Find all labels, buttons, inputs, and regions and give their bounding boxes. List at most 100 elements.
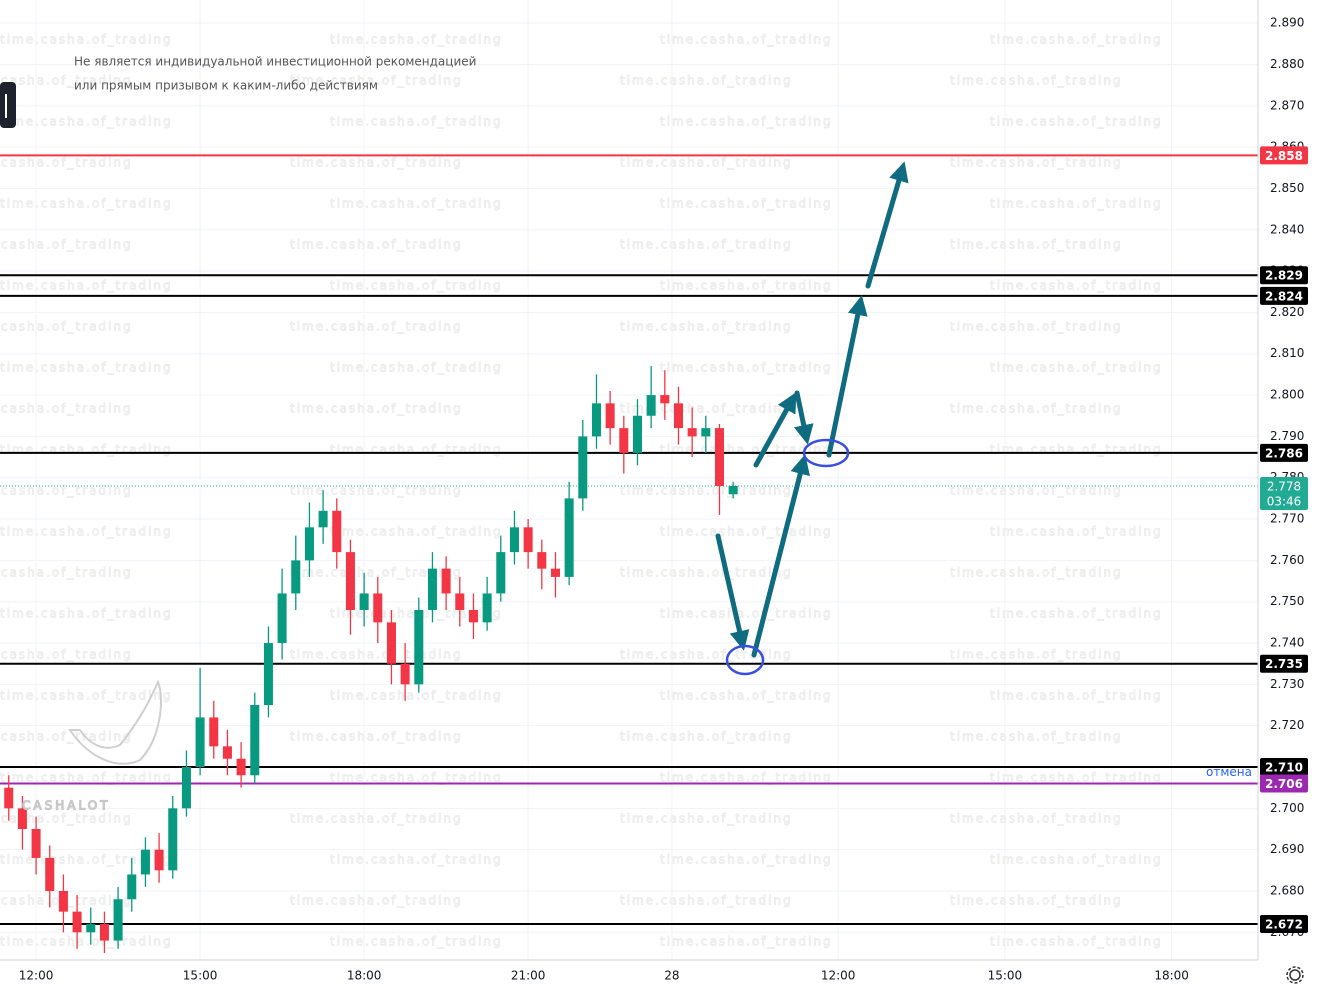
watermark-text: time.casha.of_trading — [0, 197, 173, 211]
watermark-text: time.casha.of_trading — [950, 156, 1123, 170]
candle-body — [318, 510, 328, 528]
watermark-text: time.casha.of_trading — [950, 730, 1123, 744]
watermark-text: time.casha.of_trading — [0, 812, 133, 826]
candle-body — [263, 643, 273, 706]
countdown-label: 03:46 — [1267, 494, 1302, 508]
level-label: 2.672 — [1265, 918, 1303, 932]
candle-body — [113, 899, 123, 941]
watermark-text: time.casha.of_trading — [330, 853, 503, 867]
time-axis — [0, 960, 1258, 990]
watermark-text: time.casha.of_trading — [620, 566, 793, 580]
arrow — [865, 161, 909, 289]
arrow — [793, 390, 814, 445]
level-label-box — [1260, 146, 1308, 165]
arrow — [826, 295, 868, 458]
watermark-text: time.casha.of_trading — [950, 894, 1123, 908]
logo-text: CASHALOT — [22, 799, 110, 813]
x-tick-label: 15:00 — [988, 969, 1023, 983]
watermark-text: time.casha.of_trading — [660, 361, 833, 375]
level-note: отмена — [1206, 765, 1252, 779]
candle-body — [195, 717, 205, 768]
candle-body — [359, 593, 369, 610]
y-tick-label: 2.690 — [1270, 842, 1304, 856]
candle-body — [509, 527, 519, 553]
watermark-text: time.casha.of_trading — [950, 484, 1123, 498]
watermark-text: time.casha.of_trading — [660, 689, 833, 703]
watermark-text: time.casha.of_trading — [620, 730, 793, 744]
settings-button[interactable] — [1286, 966, 1304, 984]
watermark-text: time.casha.of_trading — [0, 853, 173, 867]
watermark-text: time.casha.of_trading — [0, 607, 173, 621]
candle-body — [578, 436, 588, 499]
watermark-text: time.casha.of_trading — [290, 648, 463, 662]
watermark-text: time.casha.of_trading — [620, 648, 793, 662]
candle-body — [373, 593, 383, 623]
level-label-box — [1260, 774, 1308, 793]
y-tick-label: 2.880 — [1270, 57, 1304, 71]
logo: CASHALOT — [21, 679, 162, 813]
watermark-text: time.casha.of_trading — [290, 402, 463, 416]
candle-body — [304, 527, 314, 561]
watermark-text: time.casha.of_trading — [290, 566, 463, 580]
level-label: 2.858 — [1265, 149, 1303, 163]
level-label-box — [1260, 266, 1308, 285]
candle-body — [291, 560, 301, 594]
candle-body — [168, 808, 178, 871]
arrow — [715, 533, 750, 651]
watermark-text: time.casha.of_trading — [0, 33, 173, 47]
annotations — [715, 161, 909, 676]
candle-body — [58, 890, 68, 912]
candle-body — [523, 527, 533, 553]
candle-body — [236, 758, 246, 776]
arrow — [753, 392, 797, 468]
watermark-text: time.casha.of_trading — [290, 74, 463, 88]
y-tick-label: 2.740 — [1270, 636, 1304, 650]
watermark-text: time.casha.of_trading — [330, 935, 503, 949]
watermark-text: time.casha.of_trading — [330, 197, 503, 211]
watermark-text: time.casha.of_trading — [290, 484, 463, 498]
y-tick-label: 2.770 — [1270, 512, 1304, 526]
level-label-box — [1260, 915, 1308, 934]
candle-body — [386, 622, 396, 664]
candle-body — [714, 428, 724, 486]
watermark-text: time.casha.of_trading — [950, 812, 1123, 826]
watermark-text: time.casha.of_trading — [990, 443, 1163, 457]
watermark-text: time.casha.of_trading — [990, 115, 1163, 129]
toolbar-toggle[interactable] — [0, 82, 16, 128]
watermark-text: time.casha.of_trading — [0, 525, 173, 539]
watermark-text: time.casha.of_trading — [0, 115, 173, 129]
watermark-text: time.casha.of_trading — [660, 853, 833, 867]
watermark-text: time.casha.of_trading — [950, 320, 1123, 334]
watermark-text: time.casha.of_trading — [0, 443, 173, 457]
candle-body — [591, 403, 601, 437]
candle-body — [496, 552, 506, 594]
watermark-text: time.casha.of_trading — [990, 279, 1163, 293]
level-label-box — [1260, 654, 1308, 673]
candle-body — [414, 609, 424, 685]
x-tick-label: 18:00 — [1154, 969, 1189, 983]
watermark-text: time.casha.of_trading — [660, 115, 833, 129]
watermark-text: time.casha.of_trading — [660, 279, 833, 293]
level-label: 2.786 — [1265, 446, 1303, 460]
y-tick-label: 2.800 — [1270, 388, 1304, 402]
candle-body — [619, 428, 629, 453]
watermark-text: time.casha.of_trading — [950, 648, 1123, 662]
circle-marker — [725, 644, 765, 676]
watermark-text: time.casha.of_trading — [990, 853, 1163, 867]
watermark-text: time.casha.of_trading — [620, 320, 793, 334]
watermark-text: time.casha.of_trading — [660, 935, 833, 949]
candle-body — [154, 849, 164, 871]
y-tick-label: 2.680 — [1270, 883, 1304, 897]
y-tick-label: 2.890 — [1270, 16, 1304, 30]
x-tick-label: 12:00 — [19, 969, 54, 983]
watermark-text: time.casha.of_trading — [660, 197, 833, 211]
watermark-text: time.casha.of_trading — [660, 771, 833, 785]
watermark-text: time.casha.of_trading — [620, 484, 793, 498]
watermark-text: time.casha.of_trading — [990, 197, 1163, 211]
candle-body — [728, 485, 738, 495]
candle-body — [250, 705, 260, 776]
level-label: 2.735 — [1265, 657, 1303, 671]
watermark-text: time.casha.of_trading — [290, 812, 463, 826]
level-label: 2.824 — [1265, 289, 1303, 303]
y-tick-label: 2.720 — [1270, 718, 1304, 732]
